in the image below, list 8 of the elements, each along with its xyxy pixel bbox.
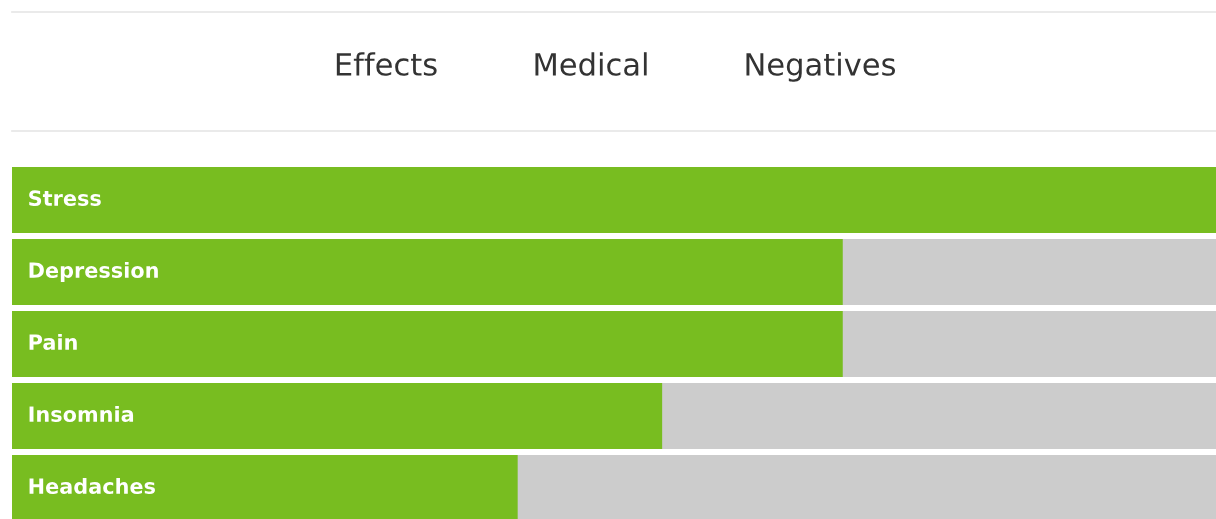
y-tick-label: Headaches xyxy=(29,477,155,495)
y-tick-label: Pain xyxy=(29,333,77,351)
y-tick-label: Depression xyxy=(29,261,158,283)
y-tick-label: Insomnia xyxy=(29,405,134,423)
text: Medical xyxy=(535,52,647,76)
text: Effects xyxy=(336,52,437,76)
y-tick-label: Stress xyxy=(29,190,101,207)
text: Negatives xyxy=(746,52,896,82)
